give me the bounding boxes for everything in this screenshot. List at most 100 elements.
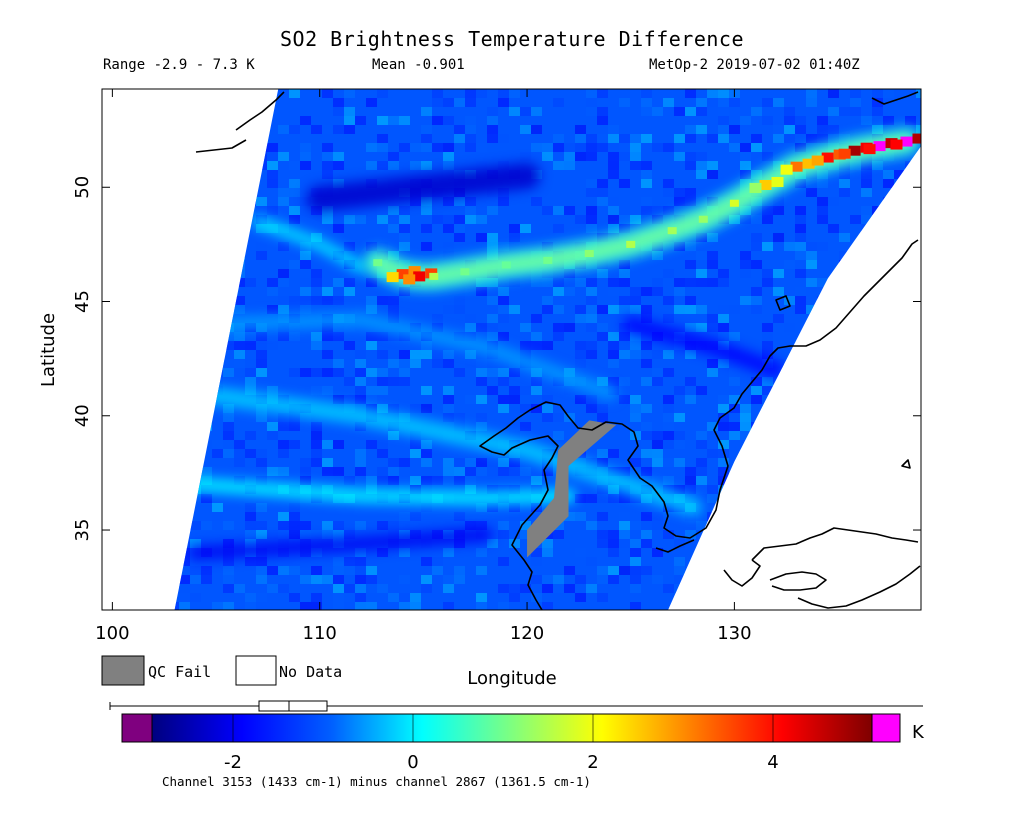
texture-cell: [300, 152, 311, 161]
texture-cell: [531, 125, 542, 134]
texture-cell: [696, 98, 707, 107]
texture-cell: [322, 350, 333, 359]
texture-cell: [366, 386, 377, 395]
texture-cell: [850, 98, 861, 107]
texture-cell: [531, 278, 542, 287]
texture-cell: [377, 332, 388, 341]
texture-cell: [718, 323, 729, 332]
texture-cell: [894, 503, 905, 512]
range-slider-handle[interactable]: [258, 700, 328, 712]
texture-cell: [685, 512, 696, 521]
texture-cell: [839, 233, 850, 242]
y-tick-label: 35: [72, 519, 93, 542]
texture-cell: [542, 548, 553, 557]
plume-cell: [759, 179, 772, 190]
plume-cell: [543, 256, 553, 264]
texture-cell: [608, 332, 619, 341]
texture-cell: [850, 449, 861, 458]
texture-cell: [311, 602, 322, 610]
texture-cell: [366, 476, 377, 485]
texture-cell: [223, 296, 234, 305]
texture-cell: [201, 386, 212, 395]
texture-cell: [751, 593, 762, 602]
texture-cell: [828, 359, 839, 368]
texture-cell: [696, 107, 707, 116]
texture-cell: [113, 575, 124, 584]
texture-cell: [773, 125, 784, 134]
texture-cell: [300, 521, 311, 530]
texture-cell: [696, 584, 707, 593]
texture-cell: [190, 539, 201, 548]
texture-cell: [817, 134, 828, 143]
texture-cell: [355, 584, 366, 593]
texture-cell: [553, 377, 564, 386]
plume-cell: [821, 152, 834, 163]
qc-fail-region: [527, 420, 617, 558]
texture-cell: [685, 395, 696, 404]
texture-cell: [674, 242, 685, 251]
texture-cell: [740, 269, 751, 278]
texture-cell: [256, 341, 267, 350]
texture-cell: [707, 89, 718, 98]
texture-cell: [322, 215, 333, 224]
texture-cell: [861, 467, 872, 476]
texture-cell: [366, 296, 377, 305]
coastline-north: [235, 91, 285, 131]
texture-cell: [399, 368, 410, 377]
texture-cell: [707, 584, 718, 593]
texture-cell: [399, 206, 410, 215]
texture-cell: [333, 602, 344, 610]
texture-cell: [267, 341, 278, 350]
texture-cell: [553, 323, 564, 332]
texture-cell: [641, 404, 652, 413]
texture-cell: [443, 305, 454, 314]
texture-cell: [124, 314, 135, 323]
texture-cell: [256, 89, 267, 98]
texture-cell: [465, 485, 476, 494]
texture-cell: [102, 440, 113, 449]
texture-cell: [839, 395, 850, 404]
texture-cell: [267, 206, 278, 215]
texture-cell: [630, 143, 641, 152]
texture-cell: [366, 575, 377, 584]
texture-cell: [223, 413, 234, 422]
texture-cell: [289, 125, 300, 134]
texture-cell: [509, 485, 520, 494]
texture-cell: [421, 404, 432, 413]
texture-cell: [729, 521, 740, 530]
texture-cell: [509, 512, 520, 521]
texture-cell: [751, 467, 762, 476]
texture-cell: [586, 152, 597, 161]
texture-cell: [498, 485, 509, 494]
texture-cell: [201, 575, 212, 584]
texture-cell: [883, 233, 894, 242]
texture-cell: [619, 512, 630, 521]
texture-cell: [850, 323, 861, 332]
texture-cell: [674, 566, 685, 575]
texture-cell: [828, 395, 839, 404]
texture-cell: [784, 548, 795, 557]
y-tick-label: 50: [72, 176, 93, 199]
texture-cell: [597, 530, 608, 539]
texture-cell: [190, 305, 201, 314]
texture-cell: [553, 305, 564, 314]
texture-cell: [421, 341, 432, 350]
texture-cell: [267, 278, 278, 287]
texture-cell: [641, 467, 652, 476]
texture-cell: [531, 503, 542, 512]
texture-cell: [575, 125, 586, 134]
texture-cell: [916, 125, 921, 134]
texture-cell: [113, 305, 124, 314]
texture-cell: [784, 386, 795, 395]
texture-cell: [344, 287, 355, 296]
texture-cell: [234, 269, 245, 278]
texture-cell: [553, 530, 564, 539]
texture-cell: [421, 440, 432, 449]
texture-cell: [465, 197, 476, 206]
texture-cell: [410, 512, 421, 521]
texture-cell: [410, 449, 421, 458]
texture-cell: [663, 404, 674, 413]
texture-cell: [135, 341, 146, 350]
texture-cell: [641, 377, 652, 386]
texture-cell: [509, 278, 520, 287]
